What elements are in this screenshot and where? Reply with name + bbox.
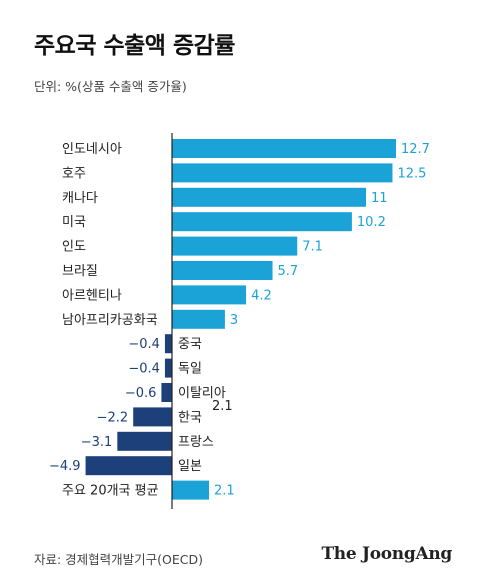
source-note: 자료: 경제협력개발기구(OECD): [34, 552, 204, 567]
value-label: 12.7: [401, 142, 430, 157]
chart-subtitle: 단위: %(상품 수출액 증가율): [34, 79, 187, 94]
value-label: 7.1: [302, 240, 323, 255]
category-label: 중국: [178, 337, 202, 352]
category-label: 캐나다: [62, 191, 98, 206]
bar: [172, 187, 367, 207]
value-label: −4.9: [49, 459, 81, 474]
bar: [172, 309, 225, 329]
category-label: 프랑스: [178, 435, 214, 450]
category-label: 인도네시아: [62, 142, 122, 157]
bar: [117, 431, 172, 451]
bar: [172, 480, 210, 500]
value-label: 12.5: [397, 166, 426, 181]
category-label: 독일: [178, 362, 202, 377]
bar: [164, 334, 172, 354]
category-label: 이탈리아: [178, 386, 226, 401]
bar: [172, 212, 352, 232]
category-label: 남아프리카공화국: [62, 313, 158, 328]
value-label: 4.2: [251, 288, 272, 303]
bar: [133, 407, 172, 427]
category-label: 호주: [62, 166, 86, 181]
bar: [172, 285, 247, 305]
value-label: −0.4: [128, 362, 160, 377]
value-label: −0.4: [128, 337, 160, 352]
value-label: 3: [230, 313, 238, 328]
category-label: 인도: [62, 240, 86, 255]
annotation-label: 2.1: [212, 399, 233, 414]
value-label: 2.1: [214, 484, 235, 499]
bar: [172, 163, 393, 183]
brand-logo: The JoongAng: [321, 544, 452, 564]
value-label: 10.2: [357, 215, 386, 230]
value-label: −3.1: [81, 435, 113, 450]
category-label: 주요 20개국 평균: [62, 484, 159, 499]
category-label: 브라질: [62, 264, 98, 279]
category-label: 미국: [62, 215, 86, 230]
value-label: 5.7: [278, 264, 299, 279]
value-label: 11: [371, 191, 388, 206]
category-label: 한국: [178, 410, 202, 425]
bar: [172, 236, 298, 256]
bar: [164, 358, 172, 378]
chart-title: 주요국 수출액 증감률: [34, 33, 235, 59]
value-label: −2.2: [97, 410, 129, 425]
category-label: 아르헨티나: [62, 288, 122, 303]
bar: [172, 139, 396, 158]
category-label: 일본: [178, 459, 202, 474]
value-label: −0.6: [125, 386, 157, 401]
bar: [161, 383, 172, 402]
bar: [85, 456, 172, 476]
bar: [172, 261, 273, 280]
